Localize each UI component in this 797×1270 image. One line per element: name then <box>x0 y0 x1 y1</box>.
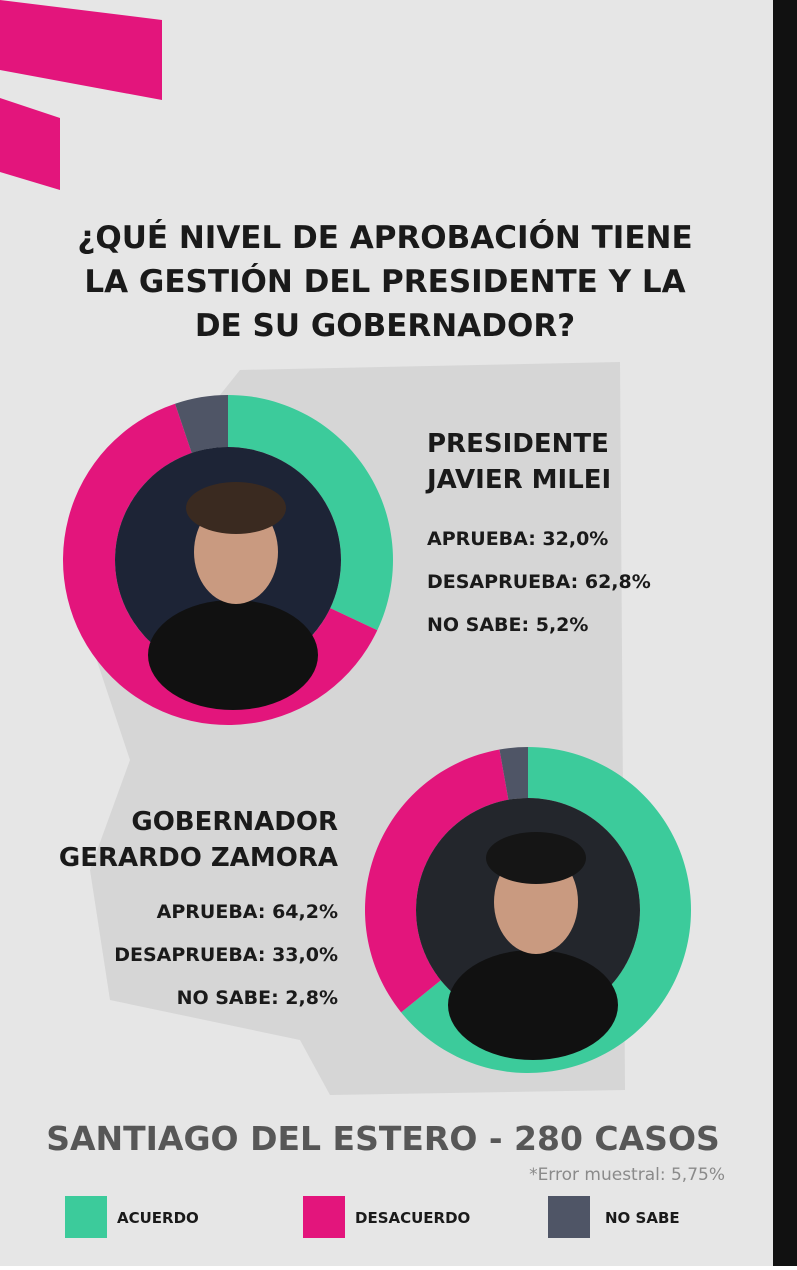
decor-stripe <box>0 0 162 100</box>
legend-swatch <box>548 1196 590 1238</box>
legend-swatch <box>65 1196 107 1238</box>
chart-title: GERARDO ZAMORA <box>59 843 338 873</box>
question-text: ¿QUÉ NIVEL DE APROBACIÓN TIENE LA GESTIÓN… <box>77 219 692 344</box>
value-label: DESAPRUEBA: 62,8% <box>427 571 651 593</box>
sample: SANTIAGO DEL ESTERO - 280 CASOS <box>46 1119 720 1158</box>
donut-segment <box>365 749 509 1013</box>
chart-title: GOBERNADOR <box>131 807 338 837</box>
question: ¿QUÉ NIVEL DE APROBACIÓN TIENE LA GESTIÓN… <box>77 219 692 344</box>
portrait-body <box>448 950 618 1060</box>
donut-segment <box>175 395 228 453</box>
donut-segment <box>499 747 528 800</box>
value-label: APRUEBA: 32,0% <box>427 528 608 550</box>
value-label: NO SABE: 2,8% <box>177 987 338 1009</box>
charts: PRESIDENTE JAVIER MILEI APRUEBA: 32,0% DESA… <box>59 395 691 1073</box>
donut-segment <box>401 746 691 1073</box>
value-label: APRUEBA: 64,2% <box>157 901 338 923</box>
legend-label: ACUERDO <box>117 1209 199 1227</box>
legend-swatch <box>303 1196 345 1238</box>
portrait-hair <box>486 832 586 884</box>
value-label: NO SABE: 5,2% <box>427 614 588 636</box>
legend-label: NO SABE <box>605 1209 680 1227</box>
donut-chart: GOBERNADOR GERARDO ZAMORA APRUEBA: 64,2% DE… <box>59 746 691 1073</box>
donut-chart: PRESIDENTE JAVIER MILEI APRUEBA: 32,0% DESA… <box>63 395 651 725</box>
error-note: *Error muestral: 5,75% <box>529 1165 725 1185</box>
donut-segment <box>63 403 378 725</box>
donut-segment <box>228 395 393 631</box>
chart-title: JAVIER MILEI <box>425 465 611 495</box>
value-label: DESAPRUEBA: 33,0% <box>114 944 338 966</box>
legend-label: DESACUERDO <box>355 1209 470 1227</box>
portrait-hair <box>186 482 286 534</box>
legend: ACUERDO DESACUERDO NO SABE <box>65 1196 680 1238</box>
portrait-body <box>148 600 318 710</box>
decor-stripe <box>0 98 60 190</box>
chart-title: PRESIDENTE <box>427 429 609 459</box>
edge <box>773 0 797 1266</box>
